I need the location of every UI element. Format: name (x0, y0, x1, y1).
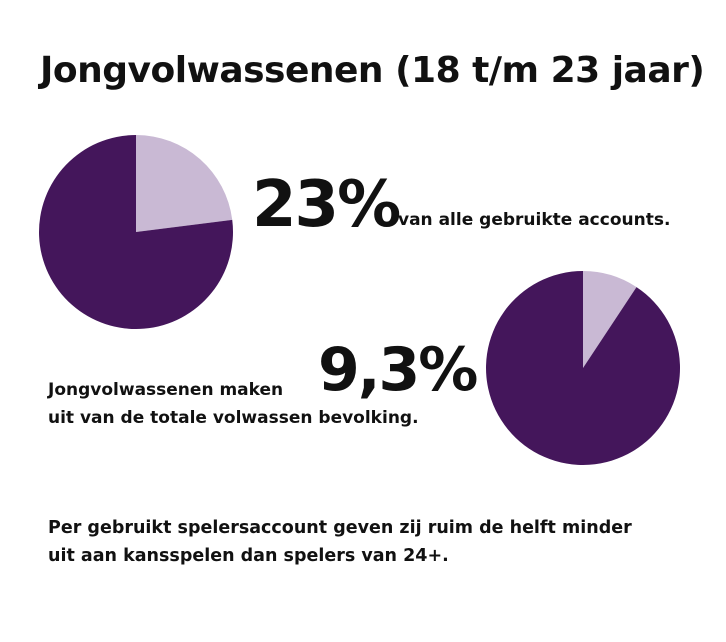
footer-text-line2: uit aan kansspelen dan spelers van 24+. (48, 546, 449, 566)
accounts-percentage: 23% (252, 168, 401, 242)
pie-chart-accounts (39, 135, 234, 329)
page-title: Jongvolwassenen (18 t/m 23 jaar) (40, 50, 705, 91)
accounts-description: van alle gebruikte accounts. (398, 210, 671, 230)
population-description-line1: Jongvolwassenen maken (48, 380, 284, 400)
pie-slice-rest (486, 271, 681, 465)
population-description-line2: uit van de totale volwassen bevolking. (48, 408, 419, 428)
population-percentage: 9,3% (318, 335, 478, 405)
footer-text-line1: Per gebruikt spelersaccount geven zij ru… (48, 518, 632, 538)
pie-chart-population (486, 271, 681, 465)
pie-slice-rest (39, 135, 234, 329)
pie-slice-highlight (583, 271, 637, 368)
pie-slice-highlight (136, 135, 233, 232)
